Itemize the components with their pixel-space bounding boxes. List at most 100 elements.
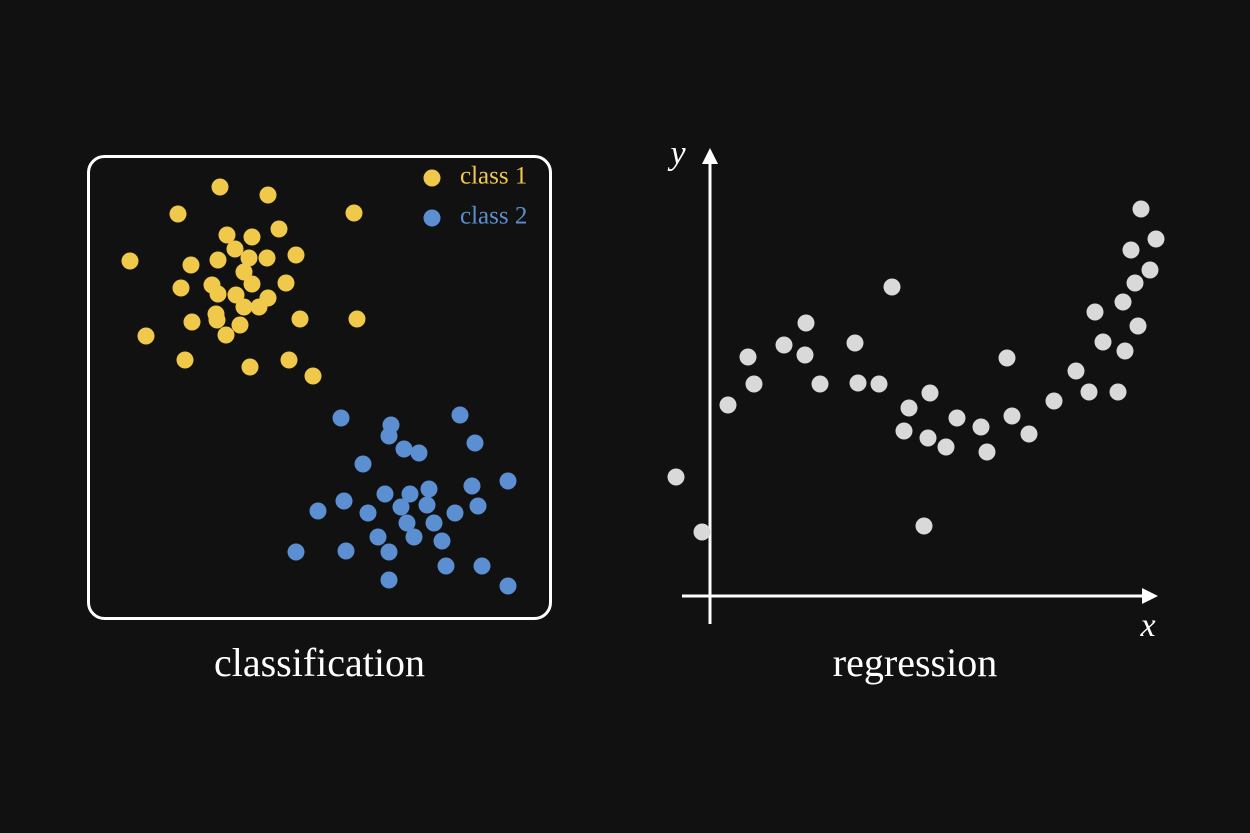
data-point	[176, 351, 194, 369]
data-point	[291, 310, 309, 328]
data-point	[499, 577, 517, 595]
data-point	[739, 348, 757, 366]
data-point	[345, 204, 363, 222]
data-point	[846, 334, 864, 352]
chart-title: classification	[214, 640, 425, 685]
data-point	[380, 543, 398, 561]
data-point	[182, 256, 200, 274]
data-point	[900, 399, 918, 417]
data-point	[1132, 200, 1150, 218]
data-point	[948, 409, 966, 427]
data-point	[226, 240, 244, 258]
data-point	[235, 263, 253, 281]
legend-marker	[423, 209, 441, 227]
chart-title: regression	[833, 640, 997, 685]
data-point	[287, 543, 305, 561]
data-point	[1116, 342, 1134, 360]
data-point	[211, 178, 229, 196]
data-point	[277, 274, 295, 292]
data-point	[437, 557, 455, 575]
data-point	[451, 406, 469, 424]
data-point	[380, 427, 398, 445]
data-point	[169, 205, 187, 223]
data-point	[376, 485, 394, 503]
plot-frame	[87, 155, 552, 620]
legend-label: class 2	[460, 203, 527, 230]
data-point	[937, 438, 955, 456]
data-point	[883, 278, 901, 296]
data-point	[870, 375, 888, 393]
data-point	[250, 298, 268, 316]
data-point	[499, 472, 517, 490]
data-point	[369, 528, 387, 546]
data-point	[1122, 241, 1140, 259]
data-point	[972, 418, 990, 436]
data-point	[921, 384, 939, 402]
data-point	[401, 485, 419, 503]
data-point	[410, 444, 428, 462]
data-point	[775, 336, 793, 354]
data-point	[398, 514, 416, 532]
data-point	[849, 374, 867, 392]
data-point	[473, 557, 491, 575]
data-point	[469, 497, 487, 515]
data-point	[1114, 293, 1132, 311]
data-point	[217, 326, 235, 344]
data-point	[287, 246, 305, 264]
data-point	[392, 498, 410, 516]
data-point	[280, 351, 298, 369]
data-point	[1094, 333, 1112, 351]
data-point	[335, 492, 353, 510]
data-point	[1109, 383, 1127, 401]
data-point	[258, 249, 276, 267]
data-point	[466, 434, 484, 452]
data-point	[463, 477, 481, 495]
data-point	[915, 517, 933, 535]
data-point	[172, 279, 190, 297]
data-point	[1086, 303, 1104, 321]
data-point	[1141, 261, 1159, 279]
data-point	[243, 228, 261, 246]
data-point	[354, 455, 372, 473]
data-point	[1147, 230, 1165, 248]
data-point	[243, 275, 261, 293]
data-point	[1003, 407, 1021, 425]
data-point	[1067, 362, 1085, 380]
data-point	[240, 249, 258, 267]
data-point	[745, 375, 763, 393]
data-point	[797, 314, 815, 332]
legend-label: class 1	[460, 163, 527, 190]
data-point	[420, 480, 438, 498]
data-point	[121, 252, 139, 270]
data-point	[218, 226, 236, 244]
data-point	[304, 367, 322, 385]
data-point	[1045, 392, 1063, 410]
data-point	[241, 358, 259, 376]
data-point	[667, 468, 685, 486]
data-point	[359, 504, 377, 522]
data-point	[1126, 274, 1144, 292]
data-point	[446, 504, 464, 522]
data-point	[183, 313, 201, 331]
data-point	[1080, 383, 1098, 401]
data-point	[405, 528, 423, 546]
y-axis-arrow	[702, 148, 718, 164]
data-point	[380, 571, 398, 589]
data-point	[425, 514, 443, 532]
data-point	[270, 220, 288, 238]
data-point	[1129, 317, 1147, 335]
legend-marker	[423, 169, 441, 187]
data-point	[227, 286, 245, 304]
data-point	[895, 422, 913, 440]
data-point	[811, 375, 829, 393]
data-point	[348, 310, 366, 328]
data-point	[719, 396, 737, 414]
data-point	[209, 285, 227, 303]
data-point	[309, 502, 327, 520]
data-point	[332, 409, 350, 427]
data-point	[978, 443, 996, 461]
x-axis-arrow	[1142, 588, 1158, 604]
data-point	[209, 251, 227, 269]
